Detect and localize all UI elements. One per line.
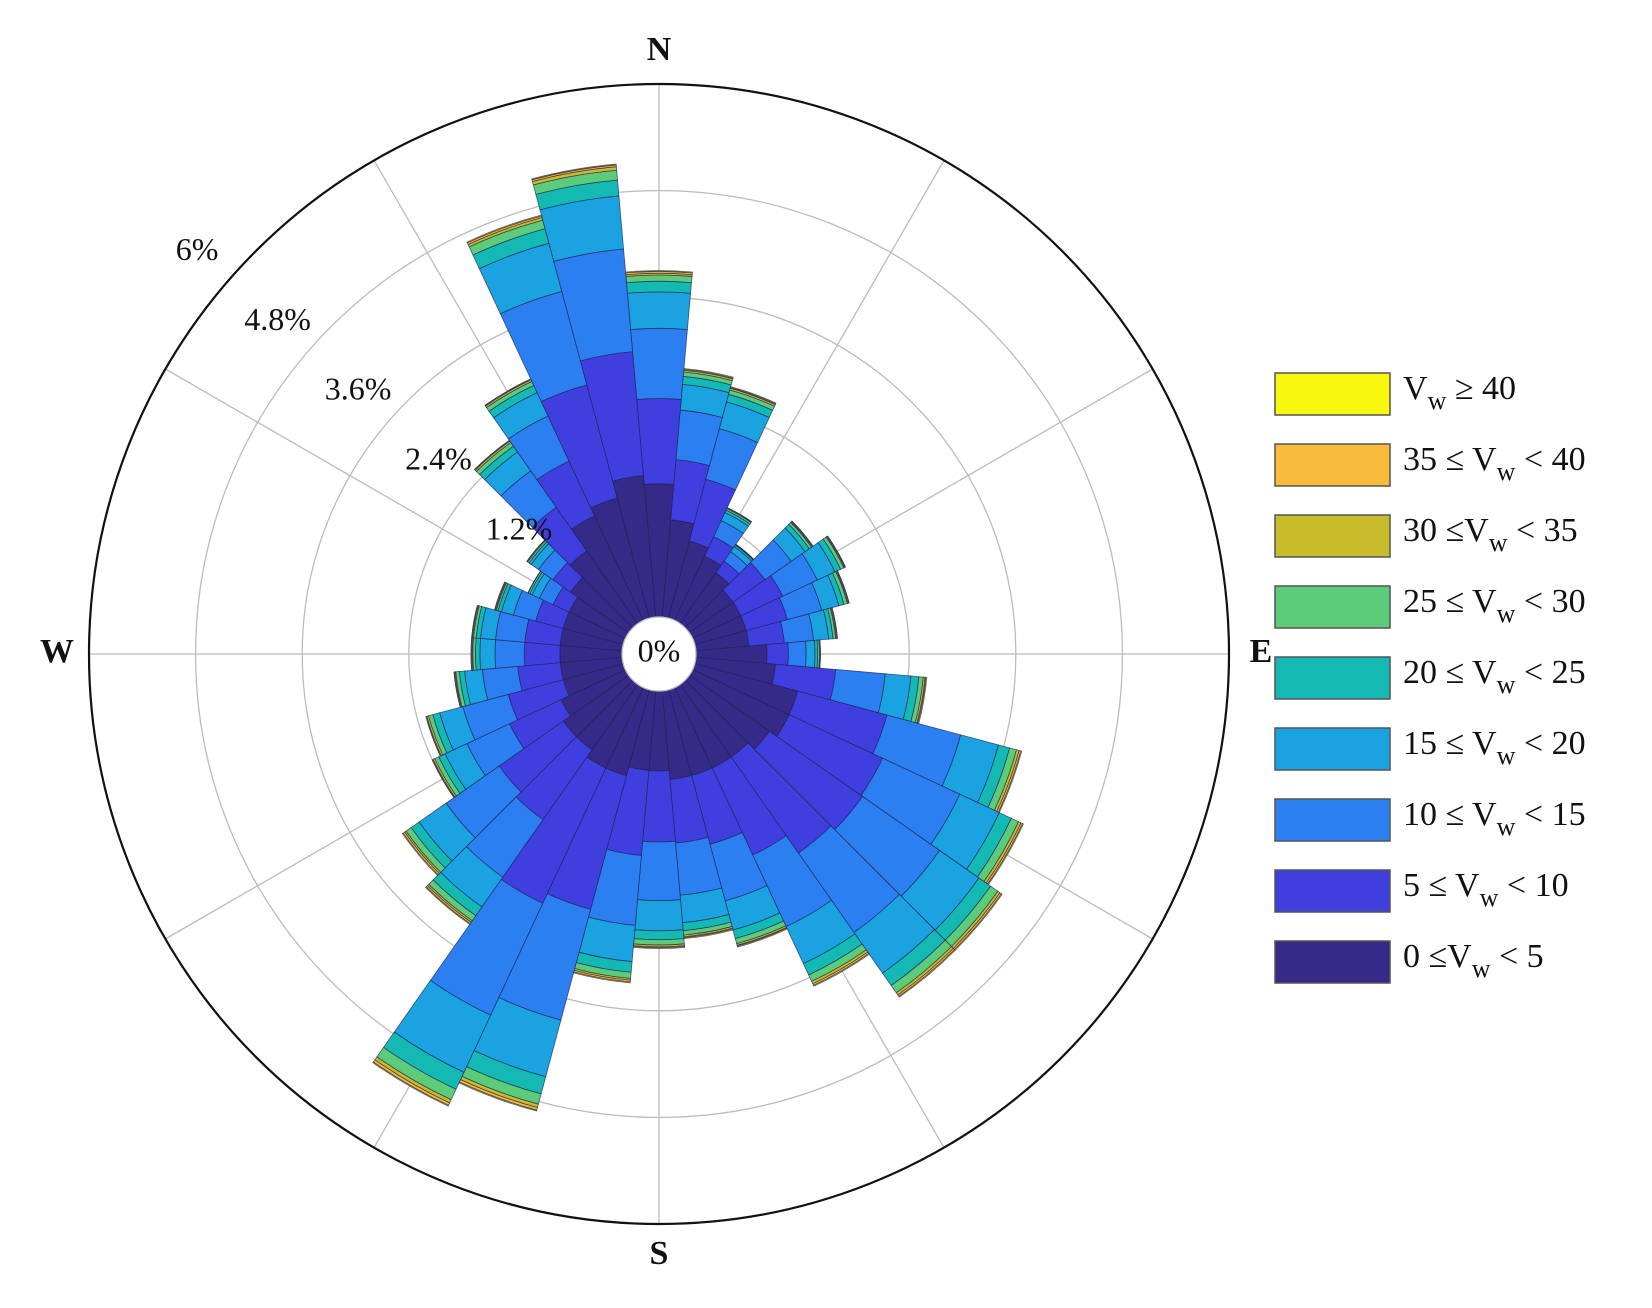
legend-label-part: w xyxy=(1497,741,1516,770)
legend-label-part: < 10 xyxy=(1498,867,1568,904)
legend-label-part: 10 ≤ V xyxy=(1403,796,1497,833)
legend-label: 25 ≤ Vw < 30 xyxy=(1403,583,1586,628)
legend-label: 35 ≤ Vw < 40 xyxy=(1403,441,1586,486)
legend-label-part: < 20 xyxy=(1515,725,1585,762)
wedge-segment xyxy=(471,605,478,638)
legend-label-part: V xyxy=(1403,370,1428,407)
wedge-segment xyxy=(813,952,870,987)
legend-label: Vw ≥ 40 xyxy=(1403,370,1516,415)
grid-ring xyxy=(87,82,1231,1226)
wedge-segment xyxy=(494,639,526,669)
wedge-segment xyxy=(633,929,685,941)
wedge-segment xyxy=(637,840,681,902)
legend-label-part: 35 ≤ V xyxy=(1403,441,1497,478)
legend-label-part: 0 ≤V xyxy=(1403,938,1472,975)
legend-swatch xyxy=(1274,585,1391,629)
legend-label-part: < 25 xyxy=(1515,654,1585,691)
legend-swatch xyxy=(1274,727,1391,771)
wedge-segment xyxy=(827,535,846,568)
legend-swatch xyxy=(1274,656,1391,700)
legend-swatch xyxy=(1274,798,1391,842)
wedge-segment xyxy=(898,949,956,998)
legend-label-part: < 30 xyxy=(1515,583,1585,620)
direction-label: W xyxy=(40,633,74,670)
legend-label: 15 ≤ Vw < 20 xyxy=(1403,725,1586,770)
tick-label: 3.6% xyxy=(325,371,392,407)
wedge-segment xyxy=(729,386,777,405)
wedge-segment xyxy=(627,291,691,330)
wedge-segment xyxy=(372,1061,450,1107)
legend-label: 5 ≤ Vw < 10 xyxy=(1403,867,1569,912)
direction-label: E xyxy=(1250,633,1273,670)
legend-label: 30 ≤Vw < 35 xyxy=(1403,512,1578,557)
legend-label: 10 ≤ Vw < 15 xyxy=(1403,796,1586,841)
legend-label-part: 30 ≤V xyxy=(1403,512,1489,549)
tick-label: 4.8% xyxy=(244,301,311,337)
tick-label: 1.2% xyxy=(486,511,553,547)
wedge-segment xyxy=(626,280,692,294)
legend-label-part: 5 ≤ V xyxy=(1403,867,1480,904)
wedge-segment xyxy=(633,938,685,946)
legend-label-part: w xyxy=(1472,954,1491,983)
legend-swatch xyxy=(1274,940,1391,984)
wedge-segment xyxy=(479,637,497,671)
legend-label-part: w xyxy=(1497,670,1516,699)
center-hole xyxy=(621,616,697,692)
legend-label-part: 25 ≤ V xyxy=(1403,583,1497,620)
legend-label-part: 15 ≤ V xyxy=(1403,725,1497,762)
legend-label-part: w xyxy=(1497,599,1516,628)
legend-label-part: w xyxy=(1489,528,1508,557)
legend-swatch xyxy=(1274,869,1391,913)
wedge-segment xyxy=(625,274,693,284)
wedge-segment xyxy=(787,640,807,668)
grid-ring xyxy=(194,189,1124,1119)
legend-label: 0 ≤Vw < 5 xyxy=(1403,938,1544,983)
legend-label-part: < 5 xyxy=(1491,938,1544,975)
wedge-segment xyxy=(727,507,752,523)
wedge-segment xyxy=(736,927,788,948)
wedge-segment xyxy=(431,759,455,798)
wedges xyxy=(372,163,1024,1112)
wedge-segment xyxy=(401,832,439,877)
wedge-segment xyxy=(523,641,561,667)
legend-label-part: ≥ 40 xyxy=(1446,370,1516,407)
tick-label: 2.4% xyxy=(405,441,472,477)
tick-label: 0% xyxy=(638,632,681,668)
wedge-segment xyxy=(630,327,688,400)
wedge-segment xyxy=(531,163,617,181)
legend-label-part: < 40 xyxy=(1515,441,1585,478)
legend-label-part: w xyxy=(1497,457,1516,486)
wedge-segment xyxy=(424,886,471,926)
legend-label-part: < 15 xyxy=(1515,796,1585,833)
wedge-segment xyxy=(766,642,789,666)
legend-swatch xyxy=(1274,443,1391,487)
legend-swatch xyxy=(1274,514,1391,558)
wedge-segment xyxy=(625,270,693,274)
legend-label-part: 20 ≤ V xyxy=(1403,654,1497,691)
tick-label: 6% xyxy=(176,231,219,267)
legend-label: 20 ≤ Vw < 25 xyxy=(1403,654,1586,699)
legend-label-part: < 35 xyxy=(1508,512,1578,549)
legend-label-part: w xyxy=(1428,386,1447,415)
legend-swatch xyxy=(1274,372,1391,416)
legend-label-part: w xyxy=(1497,812,1516,841)
wedge-segment xyxy=(805,639,816,669)
wedge-segment xyxy=(475,637,481,671)
direction-label: N xyxy=(647,31,672,68)
legend-label-part: w xyxy=(1480,883,1499,912)
wedge-segment xyxy=(683,368,734,379)
wedge-segment xyxy=(634,899,684,932)
direction-label: S xyxy=(650,1235,669,1272)
